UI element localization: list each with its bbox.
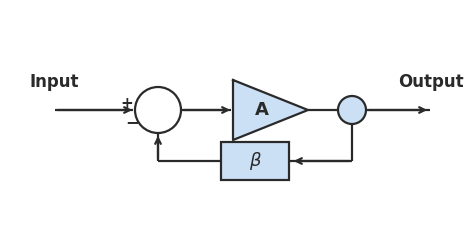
FancyBboxPatch shape [221, 142, 289, 180]
Text: −: − [125, 113, 139, 131]
Polygon shape [233, 80, 308, 140]
Text: +: + [120, 95, 133, 111]
Text: β: β [249, 152, 261, 170]
Circle shape [338, 96, 366, 124]
Circle shape [135, 87, 181, 133]
Text: Input: Input [30, 73, 80, 91]
Text: A: A [255, 101, 268, 119]
Text: Output: Output [398, 73, 464, 91]
